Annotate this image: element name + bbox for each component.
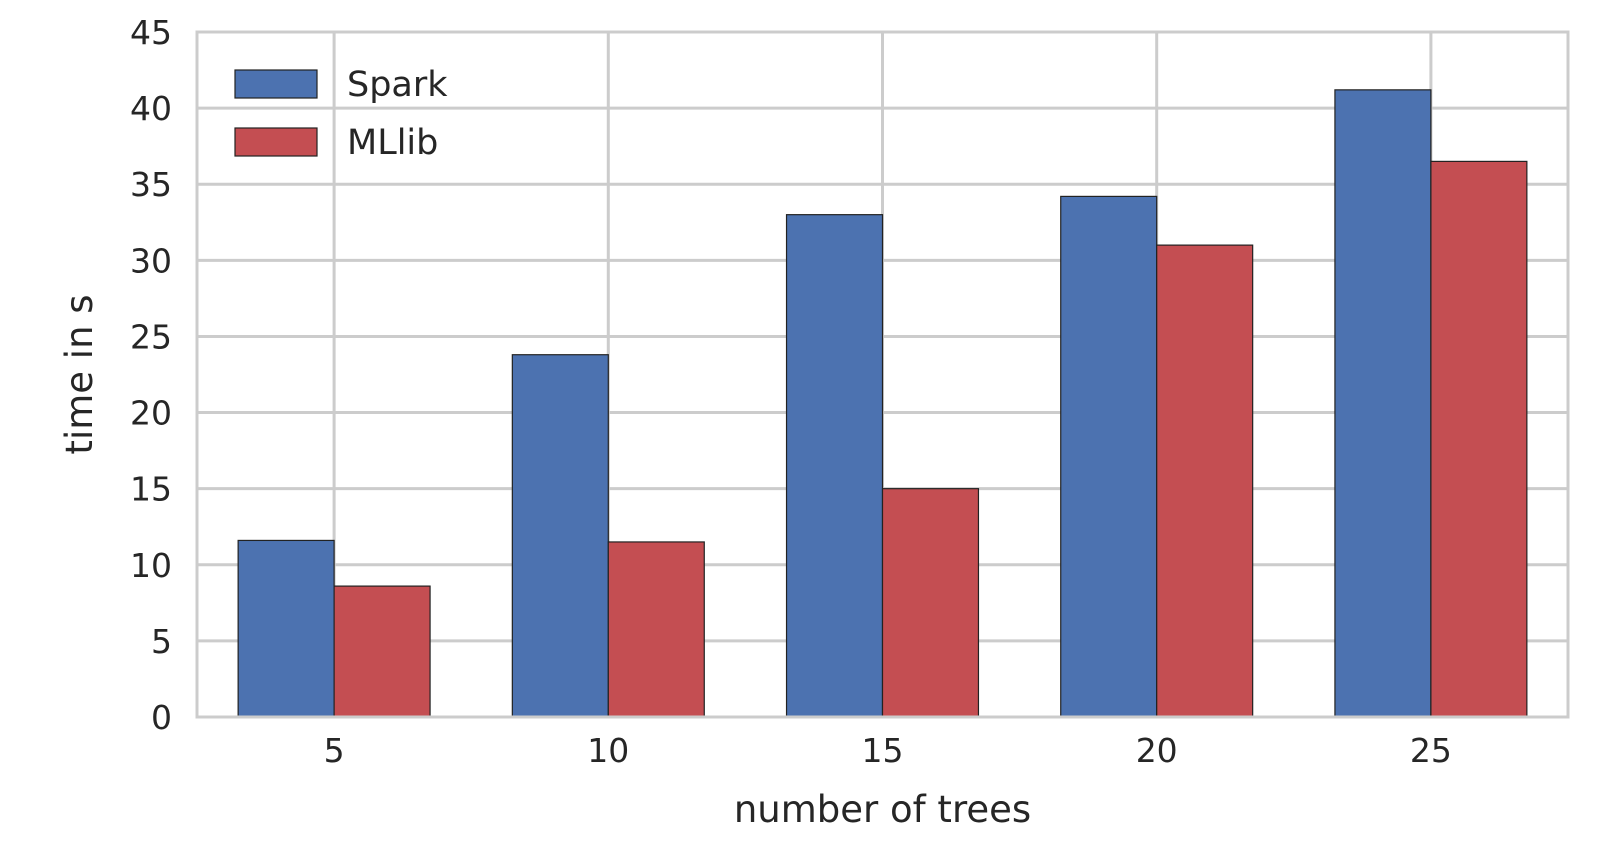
bar-mllib bbox=[607, 541, 705, 718]
x-tick-label: 5 bbox=[324, 731, 345, 770]
y-tick-label: 5 bbox=[151, 622, 172, 661]
y-tick-label: 45 bbox=[130, 13, 172, 52]
legend-swatch-mllib bbox=[234, 127, 318, 157]
legend: Spark MLlib bbox=[234, 65, 448, 163]
y-tick-label: 40 bbox=[130, 89, 172, 128]
bar-mllib bbox=[1156, 244, 1254, 718]
bar-spark bbox=[785, 214, 884, 718]
legend-label-spark: Spark bbox=[347, 65, 448, 105]
y-tick-label: 10 bbox=[130, 546, 172, 585]
bar-spark bbox=[1060, 195, 1158, 718]
y-tick-label: 25 bbox=[130, 317, 172, 356]
x-tick-label: 10 bbox=[587, 731, 629, 770]
y-tick-label: 0 bbox=[151, 698, 172, 737]
x-tick-label: 25 bbox=[1410, 731, 1452, 770]
bar-mllib bbox=[333, 585, 431, 718]
y-axis-label: time in s bbox=[58, 294, 101, 454]
legend-label-mllib: MLlib bbox=[347, 123, 438, 163]
bars bbox=[237, 89, 1528, 718]
y-tick-label: 15 bbox=[130, 470, 172, 509]
bar-mllib bbox=[1430, 160, 1528, 718]
bar-mllib bbox=[881, 488, 980, 718]
bar-spark bbox=[237, 539, 335, 718]
plot-frame bbox=[195, 30, 1570, 719]
y-tick-label: 30 bbox=[130, 241, 172, 280]
bar-spark bbox=[511, 354, 609, 718]
y-tick-label: 20 bbox=[130, 394, 172, 433]
y-tick-label: 35 bbox=[130, 165, 172, 204]
bar-spark bbox=[1334, 89, 1432, 718]
legend-swatch-spark bbox=[234, 69, 318, 99]
x-tick-label: 15 bbox=[862, 731, 904, 770]
x-tick-labels: 5 10 15 20 25 bbox=[324, 731, 1452, 770]
x-axis-label: number of trees bbox=[734, 788, 1031, 831]
x-tick-label: 20 bbox=[1136, 731, 1178, 770]
y-tick-labels: 0 5 10 15 20 25 30 35 40 45 bbox=[130, 13, 172, 737]
